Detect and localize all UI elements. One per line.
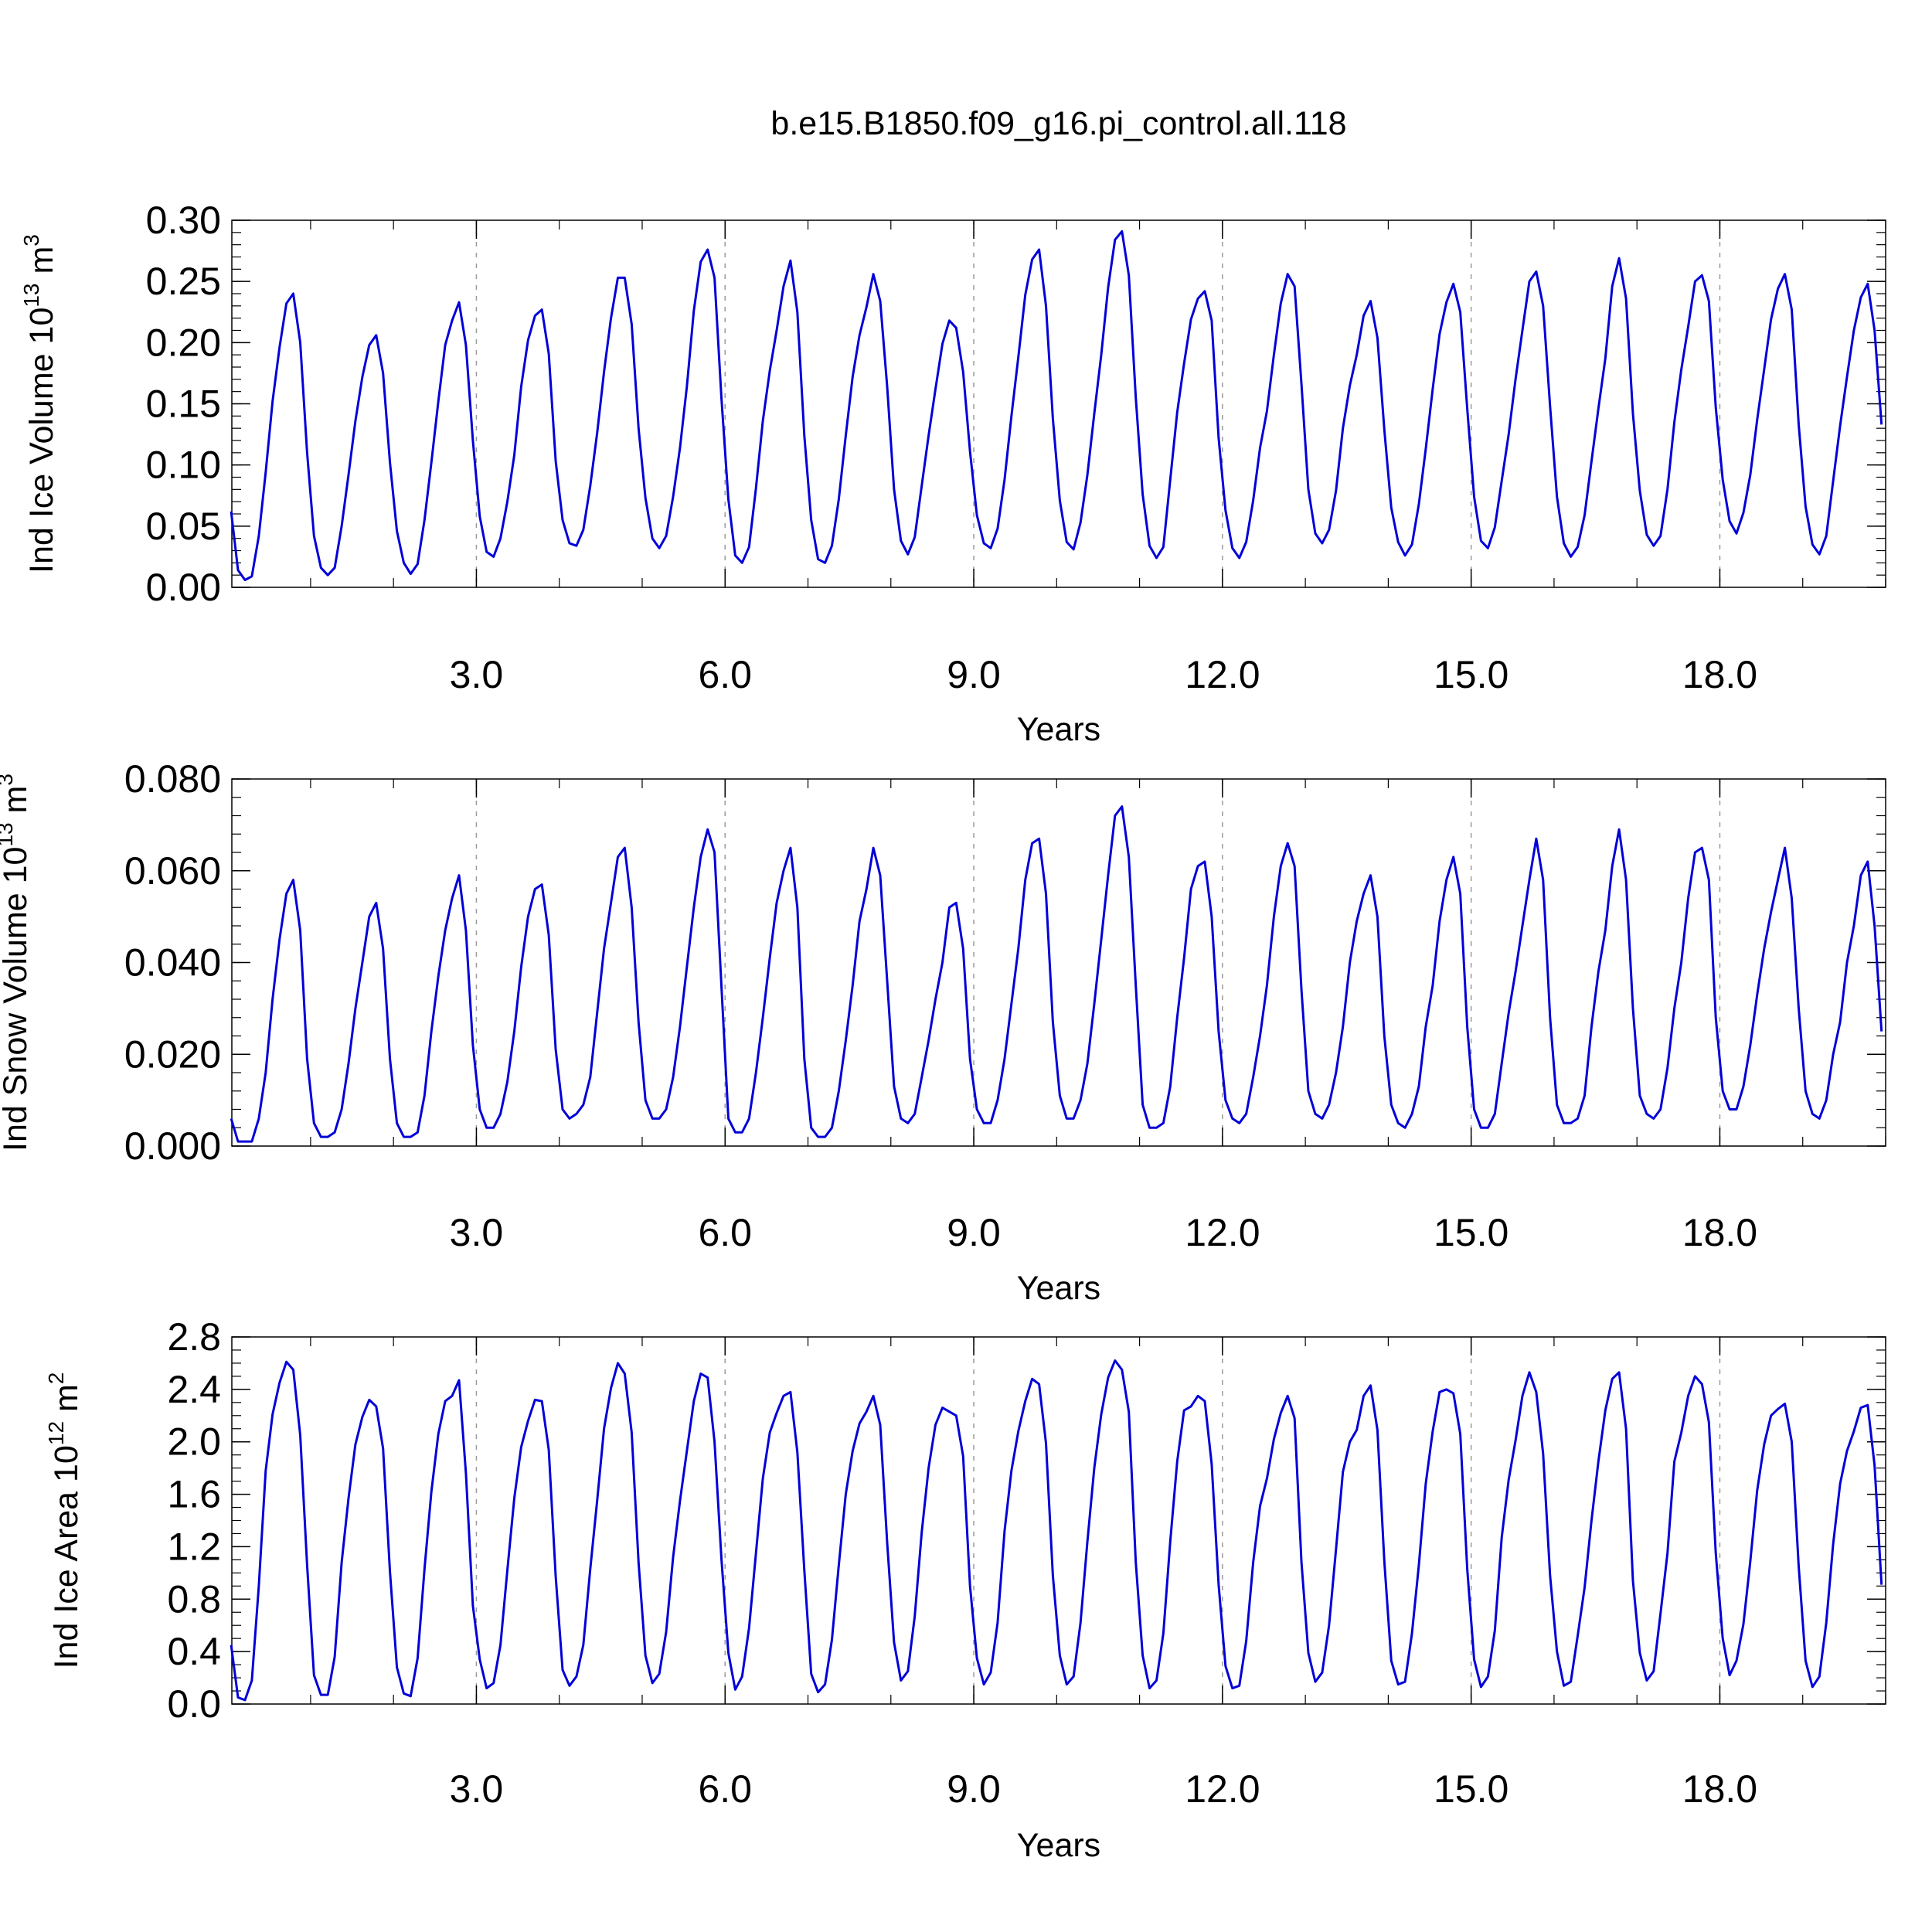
figure-title: b.e15.B1850.f09_g16.pi_control.all.118 bbox=[770, 105, 1346, 142]
y-tick-label: 0.0 bbox=[167, 1682, 221, 1726]
y-tick-label: 2.8 bbox=[167, 1315, 221, 1359]
x-tick-label: 18.0 bbox=[1682, 1767, 1757, 1811]
y-tick-label: 0.30 bbox=[146, 199, 221, 242]
x-tick-label: 15.0 bbox=[1434, 653, 1509, 696]
x-tick-label: 9.0 bbox=[947, 653, 1001, 696]
y-tick-label: 0.8 bbox=[167, 1577, 221, 1621]
y-axis-label-exponent: 12 bbox=[44, 1421, 68, 1445]
y-tick-label: 0.040 bbox=[124, 941, 221, 985]
x-tick-label: 12.0 bbox=[1185, 653, 1260, 696]
y-tick-label: 0.020 bbox=[124, 1032, 221, 1076]
x-tick-label: 3.0 bbox=[450, 1211, 504, 1254]
y-axis-label-unit: m bbox=[0, 786, 34, 823]
y-axis-label: Ind Ice Volume 1013 m3 bbox=[19, 234, 60, 573]
y-axis-label-main: Ind Ice Volume 10 bbox=[23, 308, 60, 573]
y-axis-label-exponent: 13 bbox=[0, 822, 17, 846]
y-axis-label-main: Ind Snow Volume 10 bbox=[0, 847, 34, 1151]
y-tick-label: 1.6 bbox=[167, 1473, 221, 1516]
y-tick-label: 0.05 bbox=[146, 505, 221, 548]
series-line-ice-area bbox=[230, 1359, 1883, 1702]
y-axis-label-unit: m bbox=[48, 1384, 85, 1421]
y-tick-label: 0.080 bbox=[124, 757, 221, 801]
y-tick-label: 0.000 bbox=[124, 1124, 221, 1168]
series-line-snow-volume bbox=[230, 805, 1883, 1143]
y-axis-label-unit: m bbox=[23, 247, 60, 284]
x-tick-label: 15.0 bbox=[1434, 1767, 1509, 1811]
y-axis-label-unit-exponent: 3 bbox=[0, 774, 17, 786]
panel-snow-volume: 0.000 0.020 0.040 0.060 0.080 3.0 6.0 9.0 12.0 15… bbox=[0, 757, 1886, 1307]
x-tick-label: 12.0 bbox=[1185, 1211, 1260, 1254]
x-tick-label: 6.0 bbox=[698, 1767, 752, 1811]
y-tick-label: 2.4 bbox=[167, 1368, 221, 1411]
y-tick-label: 2.0 bbox=[167, 1420, 221, 1464]
panel-ice-volume: 0.00 0.05 0.10 0.15 0.20 0.25 0.30 3.0 6.0 9.0 12.… bbox=[19, 199, 1886, 748]
y-axis-label: Ind Snow Volume 1013 m3 bbox=[0, 774, 34, 1151]
x-tick-label: 18.0 bbox=[1682, 653, 1757, 696]
y-axis-label-exponent: 13 bbox=[19, 283, 43, 307]
y-axis-label: Ind Ice Area 1012 m2 bbox=[44, 1372, 85, 1669]
x-tick-label: 3.0 bbox=[450, 1767, 504, 1811]
y-tick-label: 0.20 bbox=[146, 321, 221, 364]
y-tick-label: 0.15 bbox=[146, 383, 221, 426]
y-axis-label-unit-exponent: 3 bbox=[19, 234, 43, 247]
series-line-ice-volume bbox=[230, 230, 1883, 581]
x-axis-label: Years bbox=[1017, 1827, 1100, 1864]
x-tick-label: 18.0 bbox=[1682, 1211, 1757, 1254]
x-tick-label: 9.0 bbox=[947, 1767, 1001, 1811]
y-tick-label: 0.10 bbox=[146, 444, 221, 487]
x-axis-label: Years bbox=[1017, 1270, 1100, 1307]
x-tick-label: 6.0 bbox=[698, 653, 752, 696]
x-axis-label: Years bbox=[1017, 711, 1100, 748]
y-tick-label: 0.25 bbox=[146, 260, 221, 303]
plot-frame bbox=[231, 219, 1886, 588]
y-tick-label: 0.060 bbox=[124, 849, 221, 893]
x-tick-label: 3.0 bbox=[450, 653, 504, 696]
x-tick-label: 15.0 bbox=[1434, 1211, 1509, 1254]
x-tick-label: 12.0 bbox=[1185, 1767, 1260, 1811]
chart-panels: 0.00 0.05 0.10 0.15 0.20 0.25 0.30 3.0 6.0 9.0 12.… bbox=[0, 199, 1886, 1864]
y-axis-label-main: Ind Ice Area 10 bbox=[48, 1445, 85, 1668]
y-axis-label-unit-exponent: 2 bbox=[44, 1372, 68, 1385]
y-tick-label: 1.2 bbox=[167, 1525, 221, 1568]
x-tick-label: 6.0 bbox=[698, 1211, 752, 1254]
y-tick-label: 0.00 bbox=[146, 566, 221, 609]
y-tick-label: 0.4 bbox=[167, 1630, 221, 1673]
x-tick-label: 9.0 bbox=[947, 1211, 1001, 1254]
panel-ice-area: 0.0 0.4 0.8 1.2 1.6 2.0 2.4 2.8 3.0 6.0 9.0 12.0 15.… bbox=[44, 1315, 1886, 1864]
